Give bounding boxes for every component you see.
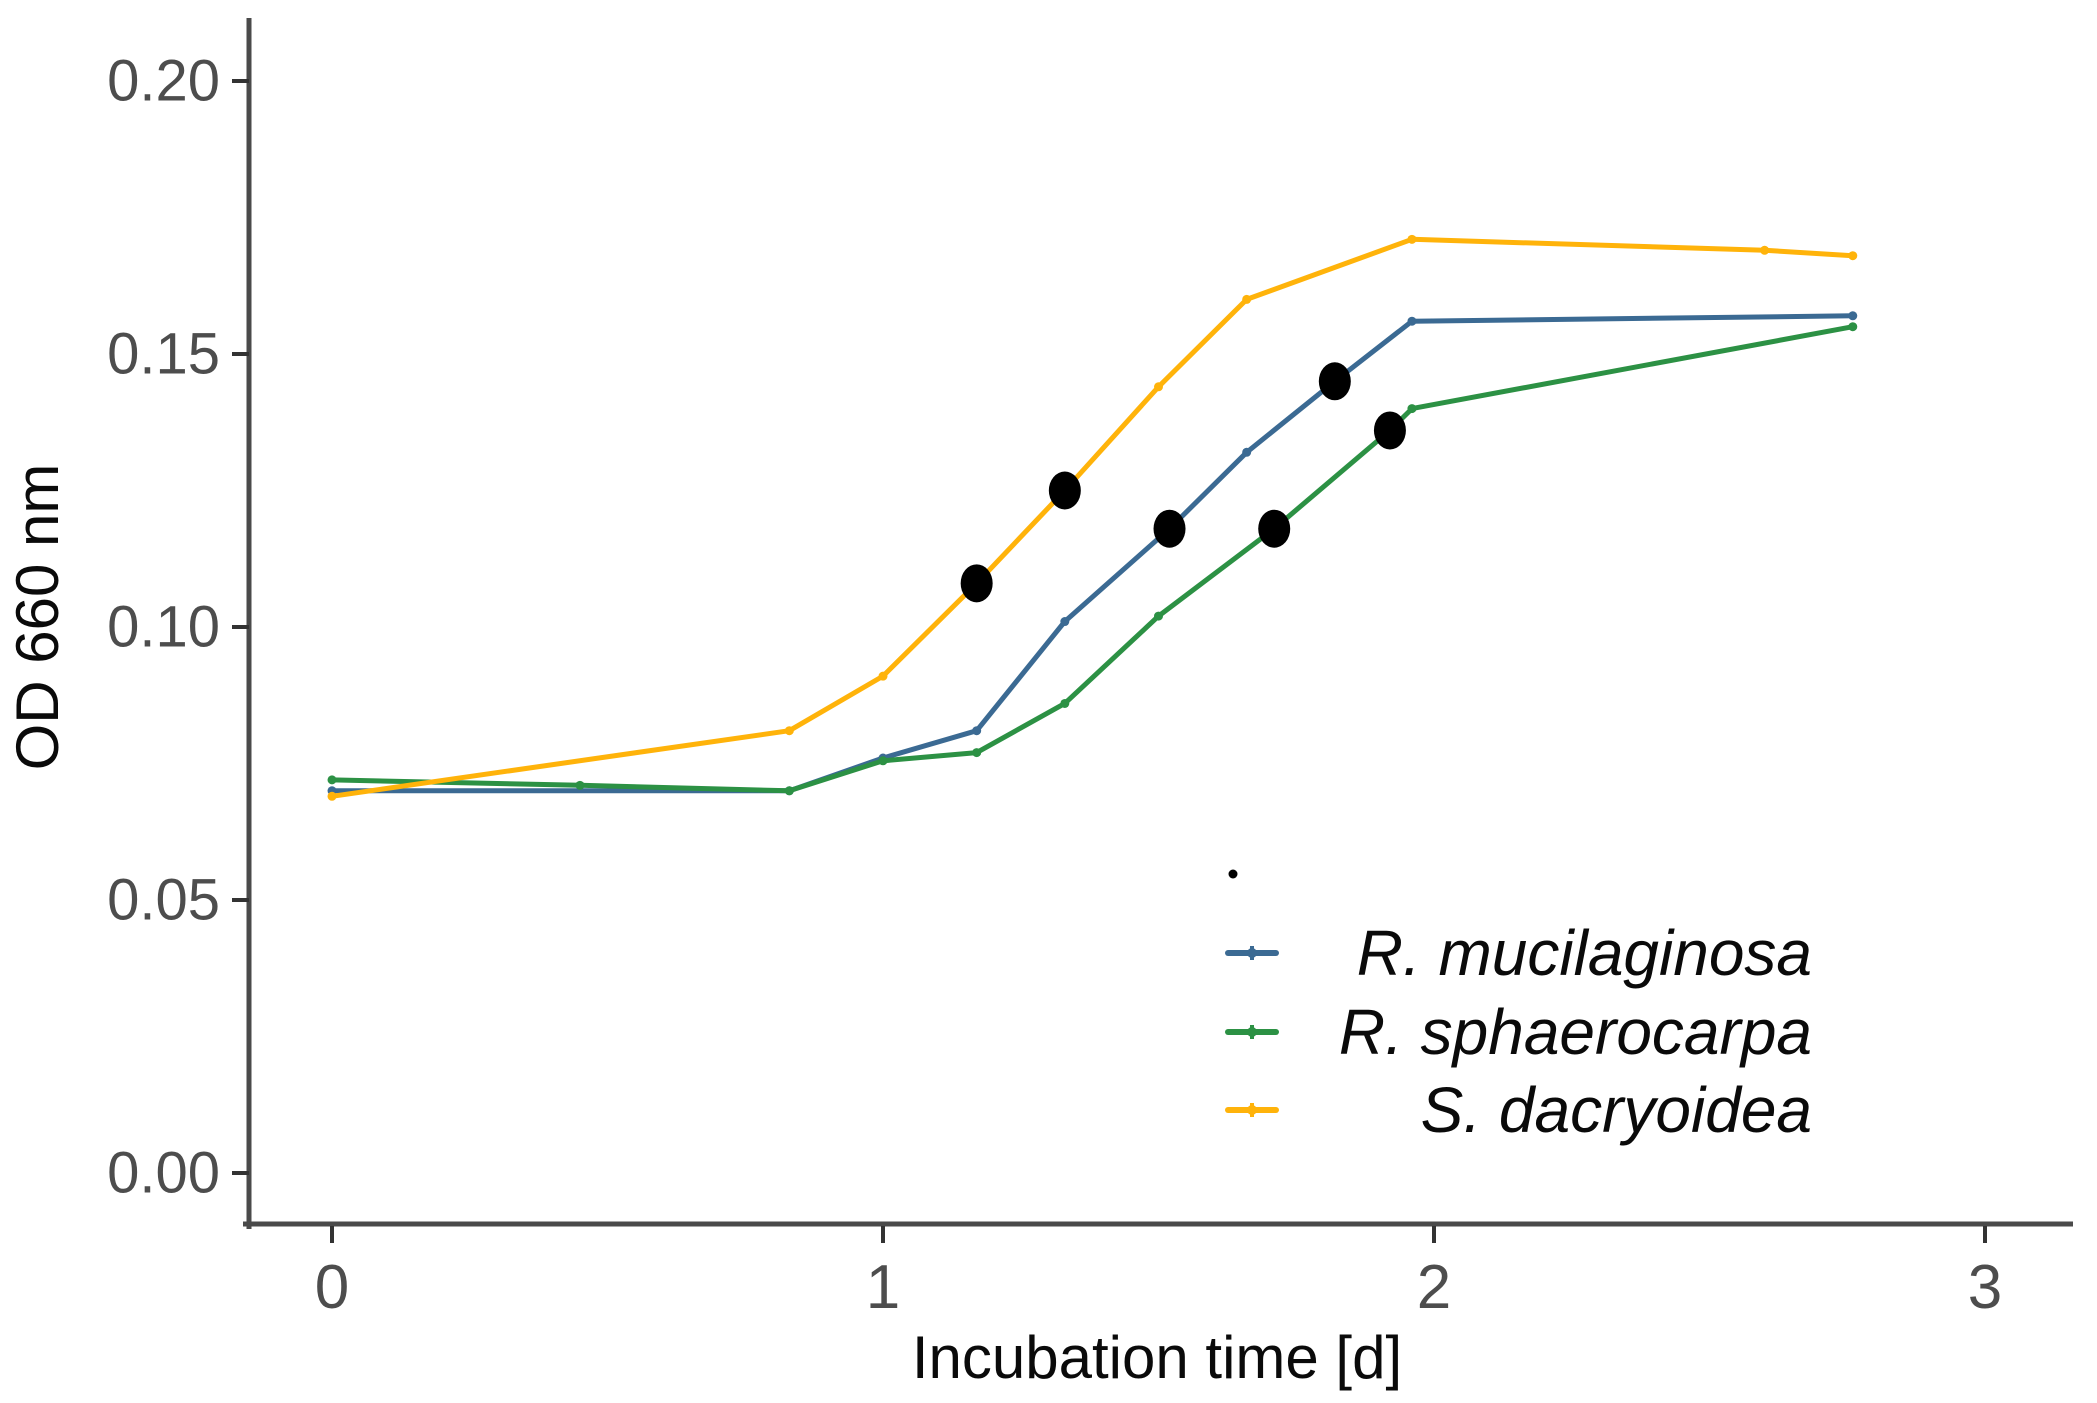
data-point-marker (575, 780, 585, 790)
legend-dot-key (1228, 869, 1238, 879)
data-point-marker (1848, 251, 1858, 261)
x-tick-label: 1 (866, 1253, 900, 1322)
y-axis-title: OD 660 nm (4, 464, 71, 771)
y-tick-label: 0.00 (107, 1141, 220, 1206)
data-point-marker (1407, 404, 1417, 414)
data-point-marker (972, 726, 982, 736)
sampling-dot (1373, 411, 1406, 450)
sampling-dot (1048, 471, 1081, 510)
data-point-marker (972, 748, 982, 758)
data-point-marker (327, 791, 337, 801)
sampling-dot (960, 564, 993, 603)
legend-key-point (1247, 948, 1257, 958)
data-point-marker (878, 671, 888, 681)
sampling-dot (1318, 362, 1351, 401)
data-point-marker (1407, 234, 1417, 244)
data-point-marker (1407, 316, 1417, 326)
data-point-marker (1154, 382, 1163, 392)
data-point-marker (327, 775, 337, 785)
line-r-sphaerocarpa (329, 324, 1856, 794)
data-point-marker (1242, 294, 1252, 304)
line-s-dacryoidea (329, 236, 1856, 799)
data-point-marker (784, 726, 794, 736)
y-tick-label: 0.20 (107, 49, 220, 114)
y-tick-label: 0.15 (107, 322, 220, 387)
legend-label: R. mucilaginosa (1357, 917, 1812, 989)
legend-key-point (1247, 1105, 1257, 1115)
legend-key-point (1247, 1027, 1257, 1037)
data-point-marker (1242, 447, 1252, 457)
data-point-marker (1848, 322, 1858, 332)
x-tick-label: 2 (1417, 1253, 1451, 1322)
data-point-marker (1848, 311, 1858, 321)
legend-label: S. dacryoidea (1421, 1074, 1812, 1146)
data-point-marker (1060, 617, 1070, 627)
x-tick-label: 0 (315, 1253, 349, 1322)
sampling-dot (1258, 509, 1291, 548)
y-tick-label: 0.10 (107, 595, 220, 660)
data-point-marker (1154, 611, 1163, 621)
x-tick-label: 3 (1968, 1253, 2002, 1322)
x-axis-title: Incubation time [d] (912, 1324, 1402, 1391)
sampling-dot (1153, 509, 1186, 548)
data-point-marker (1060, 698, 1070, 708)
y-tick-label: 0.05 (107, 868, 220, 933)
legend-label: R. sphaerocarpa (1339, 996, 1812, 1068)
line-r-mucilaginosa (329, 313, 1856, 794)
data-point-marker (878, 756, 888, 766)
data-point-marker (784, 786, 794, 796)
data-point-marker (1760, 245, 1770, 255)
